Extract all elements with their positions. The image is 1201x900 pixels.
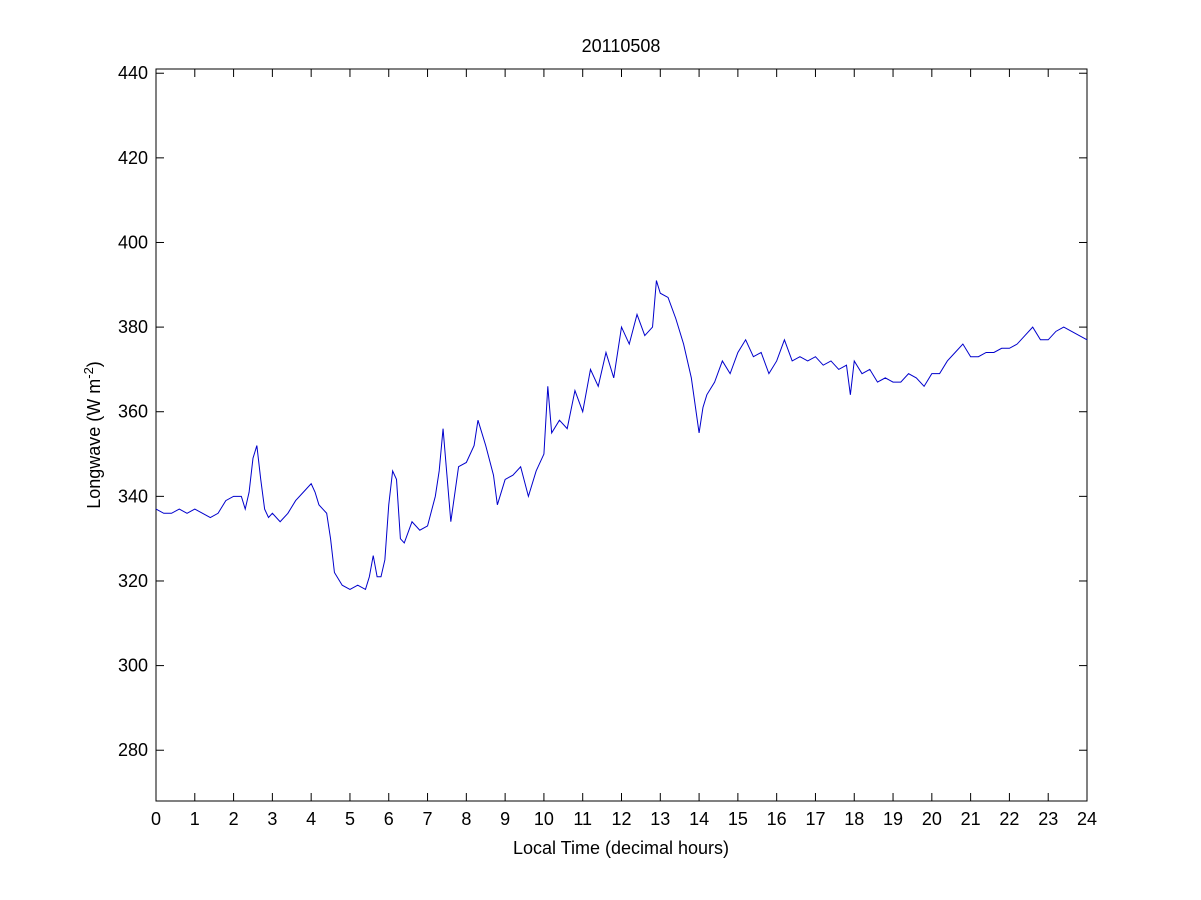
x-tick-label: 15 bbox=[728, 809, 748, 829]
x-tick-label: 10 bbox=[534, 809, 554, 829]
x-tick-label: 2 bbox=[229, 809, 239, 829]
plot-area bbox=[155, 68, 1088, 802]
y-tick-label: 440 bbox=[118, 63, 148, 83]
x-tick-label: 18 bbox=[844, 809, 864, 829]
y-axis-label-superscript: -2 bbox=[81, 367, 96, 379]
y-tick-label: 380 bbox=[118, 317, 148, 337]
y-tick-label: 340 bbox=[118, 486, 148, 506]
x-tick-label: 6 bbox=[384, 809, 394, 829]
x-tick-label: 3 bbox=[267, 809, 277, 829]
y-tick-label: 280 bbox=[118, 740, 148, 760]
y-axis-label-close: ) bbox=[84, 361, 104, 367]
x-tick-label: 14 bbox=[689, 809, 709, 829]
y-tick-label: 360 bbox=[118, 402, 148, 422]
x-tick-label: 11 bbox=[573, 809, 592, 829]
x-tick-label: 12 bbox=[611, 809, 631, 829]
y-tick-label: 420 bbox=[118, 148, 148, 168]
x-tick-label: 7 bbox=[423, 809, 433, 829]
x-tick-label: 19 bbox=[883, 809, 903, 829]
x-tick-label: 8 bbox=[461, 809, 471, 829]
series-line bbox=[155, 280, 1088, 591]
y-tick-label: 400 bbox=[118, 232, 148, 252]
chart-title: 20110508 bbox=[582, 36, 661, 56]
y-tick-label: 320 bbox=[118, 571, 148, 591]
tick-labels-layer: 0 1 2 3 4 5 6 7 8 9 10 11 12 13 14 15 16 17 18 19 20 21 22 23 24… bbox=[118, 63, 1097, 829]
x-axis-label: Local Time (decimal hours) bbox=[513, 838, 729, 858]
x-tick-label: 0 bbox=[151, 809, 161, 829]
x-tick-label: 20 bbox=[922, 809, 942, 829]
x-tick-label: 4 bbox=[306, 809, 316, 829]
x-tick-label: 21 bbox=[961, 809, 981, 829]
x-tick-label: 13 bbox=[650, 809, 670, 829]
x-tick-label: 16 bbox=[767, 809, 787, 829]
y-axis-label: Longwave (W m-2) bbox=[81, 361, 104, 509]
x-tick-label: 1 bbox=[190, 809, 200, 829]
y-tick-label: 300 bbox=[118, 656, 148, 676]
x-tick-label: 5 bbox=[345, 809, 355, 829]
x-tick-label: 17 bbox=[805, 809, 825, 829]
x-tick-label: 22 bbox=[999, 809, 1019, 829]
ticks-layer bbox=[155, 69, 1088, 801]
x-tick-label: 23 bbox=[1038, 809, 1058, 829]
x-tick-label: 24 bbox=[1077, 809, 1097, 829]
x-tick-label: 9 bbox=[500, 809, 510, 829]
y-axis-label-main: Longwave (W m bbox=[84, 379, 104, 509]
